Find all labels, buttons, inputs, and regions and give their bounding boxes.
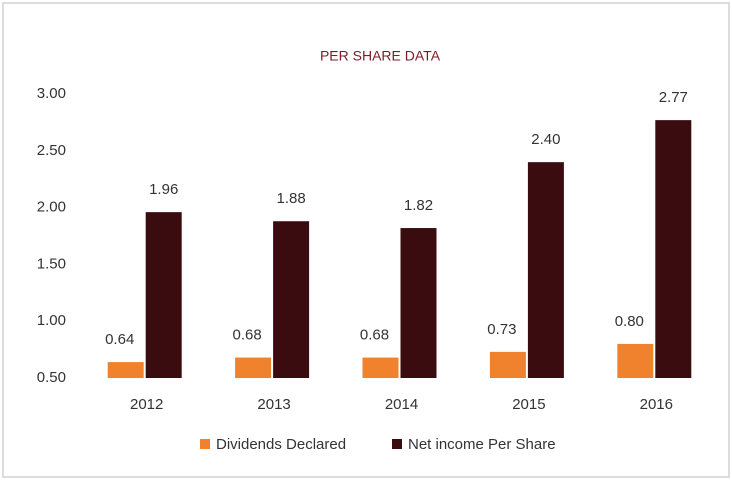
data-label: 1.82 — [404, 197, 433, 214]
data-label: 0.64 — [105, 331, 134, 348]
bar — [617, 343, 654, 378]
data-label: 0.80 — [615, 313, 644, 330]
y-tick-label: 2.00 — [37, 199, 66, 216]
y-tick-label: 2.50 — [37, 142, 66, 159]
y-tick-label: 1.50 — [37, 255, 66, 272]
y-tick-label: 0.50 — [37, 369, 66, 386]
bar — [235, 357, 272, 378]
bar — [527, 162, 564, 378]
legend-label: Dividends Declared — [216, 436, 346, 453]
x-tick-label: 2013 — [257, 396, 290, 413]
y-tick-label: 1.00 — [37, 312, 66, 329]
data-label: 0.68 — [360, 327, 389, 344]
bar — [273, 221, 310, 378]
legend-label: Net income Per Share — [408, 436, 556, 453]
data-label: 1.96 — [149, 181, 178, 198]
data-label: 1.88 — [276, 190, 305, 207]
bar — [362, 357, 399, 378]
x-tick-label: 2012 — [130, 396, 163, 413]
x-tick-label: 2016 — [640, 396, 673, 413]
data-label: 2.40 — [531, 131, 560, 148]
x-tick-label: 2014 — [385, 396, 418, 413]
bar — [145, 212, 182, 378]
legend-swatch — [200, 439, 210, 449]
bar — [107, 362, 144, 378]
x-tick-label: 2015 — [512, 396, 545, 413]
legend-swatch — [392, 439, 402, 449]
y-tick-label: 3.00 — [37, 85, 66, 102]
data-label: 0.73 — [487, 321, 516, 338]
bar — [655, 120, 692, 379]
chart-title: PER SHARE DATA — [320, 48, 441, 64]
data-label: 2.77 — [659, 89, 688, 106]
bar — [489, 351, 526, 378]
data-label: 0.68 — [232, 327, 261, 344]
bar — [400, 228, 437, 378]
